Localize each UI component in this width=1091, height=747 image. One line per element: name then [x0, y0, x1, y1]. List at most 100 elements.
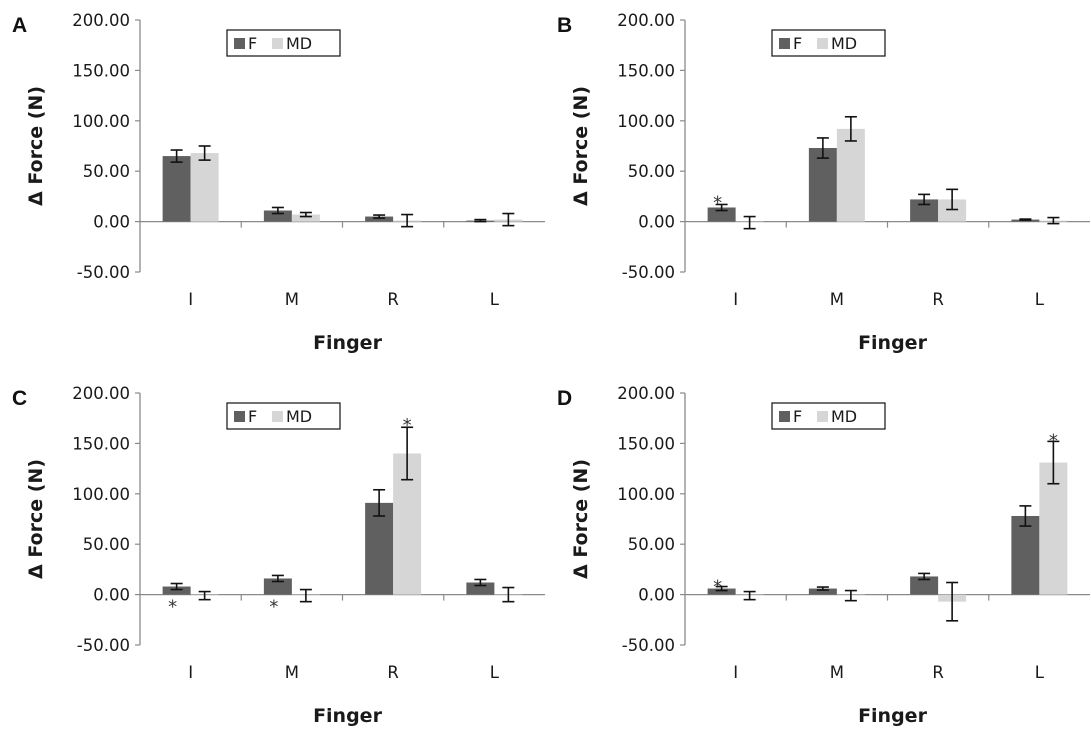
y-tick-label: 50.00	[628, 535, 675, 554]
x-tick-label: I	[733, 663, 738, 682]
bar-f-l	[466, 582, 495, 595]
x-tick-label: M	[830, 663, 844, 682]
x-tick-label: I	[188, 290, 193, 309]
panel-letter: A	[12, 14, 27, 37]
y-tick-label: 100.00	[72, 485, 130, 504]
y-tick-label: -50.00	[622, 263, 675, 282]
legend-label-md: MD	[286, 34, 312, 53]
y-tick-label: 150.00	[617, 61, 675, 80]
x-axis-title: Finger	[313, 332, 383, 354]
chart-d: D 200.00 150.00 100.00 50.00 0.00 -50.00 I M R L * *…	[557, 384, 1090, 727]
y-tick-label: 0.00	[93, 213, 130, 232]
panel-letter: B	[557, 14, 572, 37]
bar-md-m	[836, 128, 865, 222]
legend-label-f: F	[793, 407, 802, 426]
legend-box	[226, 402, 341, 430]
x-axis-title: Finger	[858, 332, 928, 354]
panel-letter: D	[557, 387, 572, 410]
x-tick-label: R	[932, 290, 943, 309]
bar-f-m	[263, 210, 292, 222]
panel-letter: C	[12, 387, 27, 410]
y-tick-label: 0.00	[638, 586, 675, 605]
x-tick-label: I	[188, 663, 193, 682]
x-tick-label: R	[387, 663, 398, 682]
legend-swatch-md	[817, 38, 828, 49]
x-axis-title: Finger	[313, 705, 383, 727]
y-axis-title: Δ Force (N)	[25, 86, 47, 206]
x-tick-label: R	[932, 663, 943, 682]
panel-b: B 200.00 150.00 100.00 50.00 0.00 -50.00 I M R L * Δ…	[545, 0, 1090, 373]
y-tick-label: 150.00	[617, 434, 675, 453]
bar-f-i	[162, 586, 191, 595]
significance-star: *	[269, 597, 278, 618]
y-axis-title: Δ Force (N)	[25, 459, 47, 579]
legend-label-md: MD	[831, 34, 857, 53]
y-tick-label: 200.00	[617, 11, 675, 30]
legend-box	[226, 29, 341, 57]
y-tick-label: -50.00	[77, 263, 130, 282]
y-tick-label: -50.00	[77, 636, 130, 655]
legend-label-f: F	[248, 34, 257, 53]
bar-f-r	[365, 216, 394, 222]
y-tick-label: 50.00	[83, 162, 130, 181]
x-tick-label: I	[733, 290, 738, 309]
chart-c: C 200.00 150.00 100.00 50.00 0.00 -50.00 I M R L * *…	[12, 384, 545, 727]
legend-swatch-f	[234, 411, 245, 422]
legend-box	[771, 29, 886, 57]
y-tick-label: 200.00	[72, 384, 130, 403]
y-tick-label: 200.00	[617, 384, 675, 403]
bar-md-r	[938, 199, 967, 222]
bar-md-i	[190, 153, 219, 222]
legend-swatch-f	[234, 38, 245, 49]
chart-a: A 200.00 150.00 100.00 50.00 0.00 -50.00 I M R L Δ …	[12, 11, 545, 354]
x-axis-title: Finger	[858, 705, 928, 727]
x-tick-label: L	[1035, 663, 1045, 682]
x-tick-label: L	[1035, 290, 1045, 309]
bar-f-i	[162, 156, 191, 222]
y-tick-label: 150.00	[72, 61, 130, 80]
significance-star: *	[713, 577, 722, 598]
x-tick-label: L	[490, 290, 500, 309]
bar-md-l	[1039, 462, 1068, 595]
y-tick-label: 100.00	[72, 112, 130, 131]
significance-star: *	[168, 597, 177, 618]
bar-f-r	[910, 576, 939, 595]
legend-swatch-f	[779, 38, 790, 49]
bar-f-r	[910, 199, 939, 222]
y-tick-label: 150.00	[72, 434, 130, 453]
bar-f-l	[1011, 515, 1040, 595]
x-tick-label: M	[285, 663, 299, 682]
legend-label-f: F	[793, 34, 802, 53]
bar-f-m	[263, 578, 292, 595]
y-tick-label: 50.00	[628, 162, 675, 181]
x-tick-label: L	[490, 663, 500, 682]
y-tick-label: 100.00	[617, 485, 675, 504]
significance-star: *	[713, 192, 722, 213]
legend-label-md: MD	[286, 407, 312, 426]
panel-a: A 200.00 150.00 100.00 50.00 0.00 -50.00 I M R L Δ …	[0, 0, 545, 373]
chart-b: B 200.00 150.00 100.00 50.00 0.00 -50.00 I M R L * Δ…	[557, 11, 1090, 354]
panel-c: C 200.00 150.00 100.00 50.00 0.00 -50.00 I M R L * *…	[0, 373, 545, 746]
y-axis-title: Δ Force (N)	[570, 459, 592, 579]
x-tick-label: R	[387, 290, 398, 309]
bar-f-r	[365, 502, 394, 595]
significance-star: *	[1049, 430, 1058, 451]
bar-f-i	[707, 207, 736, 222]
bar-f-m	[808, 588, 837, 595]
legend-label-f: F	[248, 407, 257, 426]
legend-swatch-md	[272, 38, 283, 49]
legend-label-md: MD	[831, 407, 857, 426]
legend-swatch-f	[779, 411, 790, 422]
x-tick-label: M	[830, 290, 844, 309]
bar-f-i	[707, 588, 736, 595]
y-tick-label: 50.00	[83, 535, 130, 554]
legend-swatch-md	[272, 411, 283, 422]
legend-swatch-md	[817, 411, 828, 422]
bar-md-m	[291, 214, 320, 222]
y-tick-label: 0.00	[638, 213, 675, 232]
y-tick-label: 0.00	[93, 586, 130, 605]
y-tick-label: 200.00	[72, 11, 130, 30]
panel-d: D 200.00 150.00 100.00 50.00 0.00 -50.00 I M R L * *…	[545, 373, 1090, 746]
y-tick-label: -50.00	[622, 636, 675, 655]
